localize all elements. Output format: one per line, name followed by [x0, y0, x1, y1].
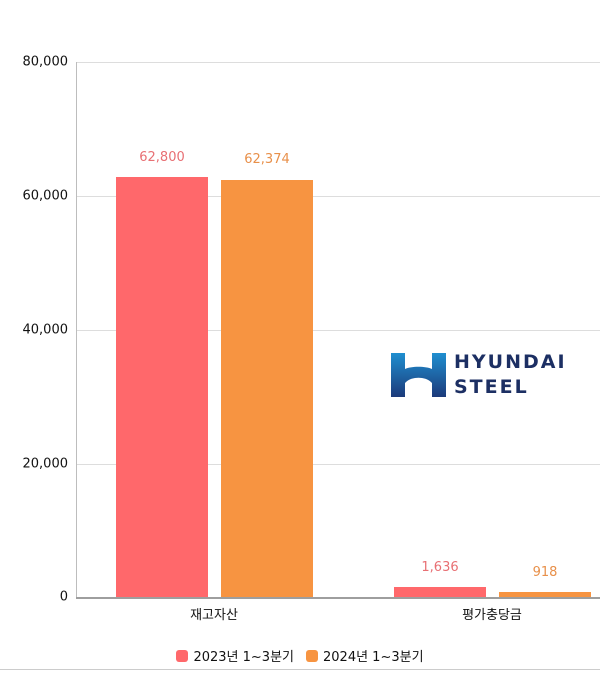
- gridline-20000: [76, 464, 600, 465]
- h-logo-icon: [391, 353, 446, 397]
- gridline-80000: [76, 62, 600, 63]
- y-tick-label: 20,000: [22, 456, 69, 472]
- legend-item-2024[interactable]: 2024년 1~3분기: [306, 646, 424, 665]
- bar-2024-inventory: [221, 180, 313, 598]
- bar-2024-allowance: [499, 592, 591, 598]
- value-label: 918: [532, 565, 558, 580]
- legend-swatch-icon: [306, 649, 318, 662]
- hyundai-steel-logo: HYUNDAI STEEL: [391, 353, 567, 397]
- gridline-40000: [76, 330, 600, 331]
- value-label: 1,636: [421, 560, 459, 575]
- value-label: 62,374: [244, 152, 290, 167]
- x-axis: [76, 597, 600, 599]
- y-tick-label: 0: [59, 589, 68, 605]
- legend-swatch-icon: [176, 649, 189, 662]
- legend-item-2023[interactable]: 2023년 1~3분기: [176, 646, 294, 665]
- bar-2023-allowance: [394, 587, 486, 598]
- y-tick-label: 80,000: [22, 54, 69, 70]
- y-axis: [76, 62, 77, 599]
- legend: 2023년 1~3분기 2024년 1~3분기: [0, 646, 600, 665]
- value-label: 62,800: [139, 150, 185, 165]
- legend-label: 2023년 1~3분기: [193, 650, 294, 665]
- bar-2023-inventory: [116, 177, 208, 598]
- x-category-label: 평가충당금: [462, 608, 522, 623]
- y-tick-label: 60,000: [22, 188, 69, 204]
- x-category-label: 재고자산: [190, 608, 238, 623]
- divider: [0, 669, 600, 670]
- logo-text-steel: STEEL: [454, 376, 529, 398]
- y-tick-label: 40,000: [22, 322, 69, 338]
- legend-label: 2024년 1~3분기: [323, 650, 424, 665]
- logo-text-hyundai: HYUNDAI: [454, 351, 567, 373]
- gridline-60000: [76, 196, 600, 197]
